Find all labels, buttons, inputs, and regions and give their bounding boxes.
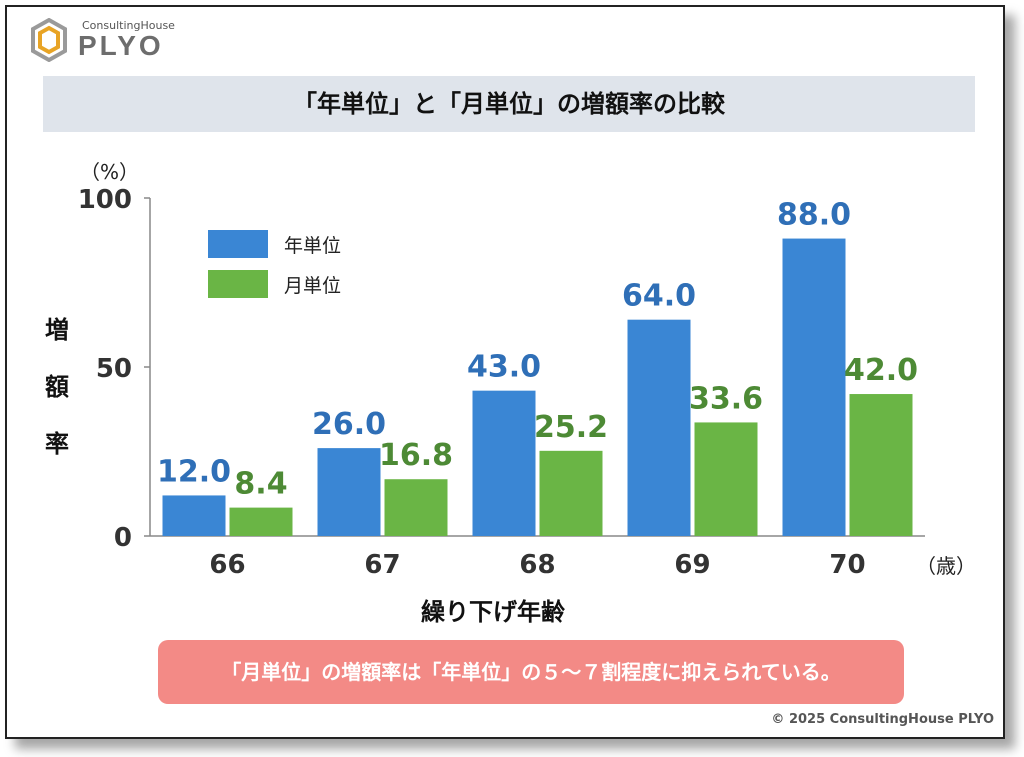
bar-monthly [694,422,758,536]
data-label-monthly: 25.2 [534,410,608,445]
data-label-yearly: 12.0 [157,454,231,489]
data-label-yearly: 64.0 [622,279,696,314]
data-label-monthly: 16.8 [379,438,453,473]
summary-note: 「月単位」の増額率は「年単位」の５～７割程度に抑えられている。 [158,640,904,704]
x-unit-label: （歳） [916,554,976,578]
bar-yearly [472,390,536,536]
y-axis-label-char: 額 [45,373,69,401]
brand-logo: ConsultingHouse PLYO [30,16,200,66]
x-tick-label: 69 [674,550,710,580]
chart-title: 「年単位」と「月単位」の増額率の比較 [43,76,975,132]
data-label-monthly: 8.4 [234,467,287,502]
bar-monthly [539,450,603,536]
bar-yearly [782,238,846,536]
data-label-monthly: 33.6 [689,381,763,416]
hexagon-logo-icon [31,18,67,62]
bar-yearly [317,448,381,536]
x-tick-label: 70 [829,550,865,580]
legend-text-monthly: 月単位 [284,275,342,297]
x-tick-label: 66 [209,550,245,580]
y-tick-label: 100 [78,185,132,215]
legend-text-yearly: 年単位 [284,235,342,257]
legend-swatch-yearly [208,230,268,258]
data-label-yearly: 88.0 [777,198,851,233]
bar-monthly [849,394,913,536]
bar-yearly [162,495,226,536]
brand-main: PLYO [78,30,164,61]
legend-swatch-monthly [208,270,268,298]
y-axis-label: 増 額 率 [42,302,72,473]
bar-monthly [229,507,293,536]
y-tick-label: 50 [96,354,132,384]
y-tick-label: 0 [114,523,132,553]
copyright: © 2025 ConsultingHouse PLYO [771,712,994,727]
data-label-monthly: 42.0 [844,353,918,388]
bar-monthly [384,479,448,536]
x-tick-label: 67 [364,550,400,580]
x-tick-label: 68 [519,550,555,580]
brand-sub: ConsultingHouse [82,19,175,32]
data-label-yearly: 26.0 [312,407,386,442]
x-axis-label: 繰り下げ年齢 [421,598,565,626]
y-axis-label-char: 率 [45,430,69,458]
data-label-yearly: 43.0 [467,350,541,385]
y-unit-label: （%） [80,160,140,184]
bar-yearly [627,319,691,536]
y-axis-label-char: 増 [45,316,69,344]
